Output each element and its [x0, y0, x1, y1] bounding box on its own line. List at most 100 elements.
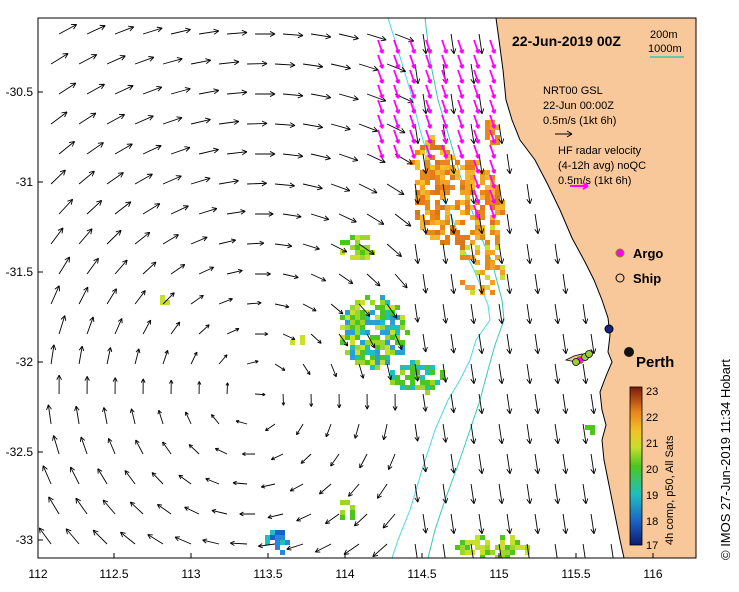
current-vector — [450, 213, 457, 235]
current-vector — [498, 123, 505, 145]
radar-vector — [393, 84, 401, 99]
sst-pixel — [160, 300, 165, 305]
current-vector — [58, 82, 77, 95]
radar-vector — [489, 159, 497, 174]
current-vector — [372, 543, 388, 558]
sst-pixel — [490, 265, 495, 270]
current-vector — [359, 453, 368, 469]
current-vector — [562, 273, 569, 295]
sst-pixel — [270, 535, 275, 540]
current-vector — [92, 529, 108, 545]
current-vector — [442, 243, 449, 265]
sst-pixel — [370, 350, 375, 355]
sst-pixel — [420, 220, 425, 225]
sst-pixel — [415, 215, 420, 220]
sst-pixel — [485, 255, 490, 260]
radar-vector — [441, 39, 449, 54]
current-vector — [162, 234, 179, 245]
sst-pixel — [465, 540, 470, 545]
sst-pixel — [425, 200, 430, 205]
sst-pixel — [380, 305, 385, 310]
sst-pixel — [370, 355, 375, 360]
sst-pixel — [425, 195, 430, 200]
current-vector — [348, 483, 360, 497]
current-vector — [106, 288, 117, 305]
current-vector — [386, 183, 405, 196]
current-vector — [450, 453, 457, 474]
current-vector — [442, 183, 449, 205]
sst-pixel — [475, 230, 480, 235]
model-legend: NRT00 GSL 22-Jun 00:00Z 0.5m/s (1kt 6h) — [543, 85, 616, 138]
current-vector — [526, 363, 533, 385]
sst-pixel — [430, 385, 435, 390]
current-vector — [129, 501, 144, 515]
sst-pixel — [435, 165, 440, 170]
current-vector — [86, 257, 99, 275]
sst-pixel — [440, 170, 445, 175]
current-vector — [247, 120, 268, 127]
current-vector — [337, 393, 342, 409]
current-vector — [470, 543, 474, 558]
sst-pixel — [380, 345, 385, 350]
current-vector — [170, 87, 191, 95]
sst-pixel — [425, 380, 430, 385]
current-vector — [358, 63, 379, 72]
radar-vector — [473, 99, 481, 114]
current-vector — [86, 199, 103, 215]
ship-legend: Ship — [615, 271, 661, 286]
sst-pixel — [385, 305, 390, 310]
sst-pixel — [455, 170, 460, 175]
current-vector — [190, 176, 211, 185]
sst-pixel — [355, 345, 360, 350]
current-vector — [190, 236, 208, 245]
current-vector — [86, 316, 95, 335]
current-vector — [282, 333, 296, 341]
current-vector — [478, 513, 485, 535]
sst-pixel — [365, 295, 370, 300]
current-vector — [174, 536, 192, 545]
current-vector — [358, 183, 378, 194]
current-vector — [582, 423, 589, 445]
radar-vector — [473, 84, 481, 99]
current-vector — [210, 414, 220, 425]
sst-pixel — [425, 170, 430, 175]
sst-pixel — [480, 180, 485, 185]
sst-pixel — [485, 195, 490, 200]
x-tick-label: 112.5 — [99, 567, 128, 581]
sst-pixel — [265, 535, 270, 540]
current-vector — [283, 32, 304, 39]
current-vector — [74, 405, 80, 425]
current-vector — [590, 453, 597, 475]
sst-pixel — [450, 205, 455, 210]
current-vector — [86, 83, 105, 95]
sst-pixel — [350, 320, 355, 325]
sst-pixel — [400, 345, 405, 350]
current-vector — [386, 363, 393, 381]
sst-pixel — [525, 550, 530, 555]
argo-markers — [572, 350, 593, 366]
current-vector — [330, 453, 340, 467]
current-vector — [124, 470, 136, 485]
current-vector — [227, 89, 248, 96]
current-vector — [478, 333, 485, 355]
current-vector — [219, 119, 240, 125]
current-vector — [296, 423, 304, 436]
sst-pixel — [365, 345, 370, 350]
sst-pixel — [380, 325, 385, 330]
sst-pixel — [385, 300, 390, 305]
sst-pixel — [390, 350, 395, 355]
current-vector — [142, 203, 161, 215]
svg-text:Ship: Ship — [633, 271, 661, 286]
sst-pixel — [365, 235, 370, 240]
current-vector — [147, 534, 164, 545]
sst-pixel — [415, 165, 420, 170]
sst-pixel — [485, 245, 490, 250]
sst-pixel — [445, 160, 450, 165]
sst-pixel — [375, 340, 380, 345]
sst-pixel — [390, 345, 395, 350]
current-vector — [358, 303, 371, 317]
current-vector — [330, 183, 351, 192]
current-vector — [170, 264, 186, 275]
sst-pixel — [455, 160, 460, 165]
